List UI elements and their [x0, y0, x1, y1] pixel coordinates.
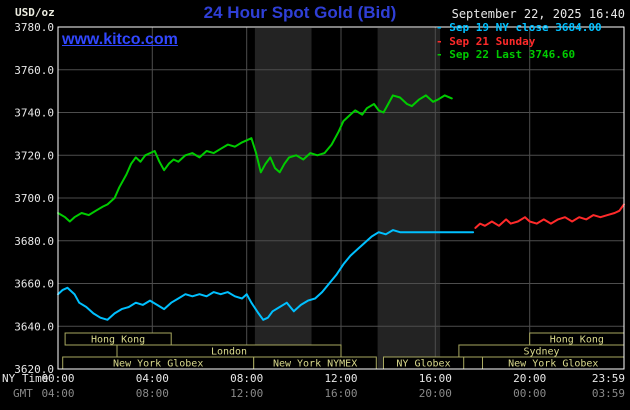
legend-item: - Sep 19 NY close 3684.00: [436, 21, 602, 34]
y-axis-tick-label: 3700.0: [14, 192, 54, 205]
price-line-sep19: [57, 229, 475, 321]
x-axis-gmt-tick-label: 04:00: [41, 387, 74, 400]
market-session-label: Hong Kong: [91, 335, 145, 346]
x-axis-ny-time-label: NY Time: [2, 372, 49, 385]
x-axis-ny-tick-label: 20:00: [513, 372, 546, 385]
x-axis-ny-tick-label: 00:00: [41, 372, 74, 385]
legend-item: - Sep 21 Sunday: [436, 34, 536, 48]
x-axis-ny-tick-label: 23:59: [592, 372, 625, 385]
y-axis-tick-label: 3780.0: [14, 21, 54, 34]
x-axis-gmt-tick-label: 16:00: [324, 387, 357, 400]
x-axis-ny-tick-label: 04:00: [136, 372, 169, 385]
x-axis-ny-tick-label: 08:00: [230, 372, 263, 385]
x-axis-gmt-tick-label: 08:00: [136, 387, 169, 400]
market-session-label: New York Globex: [113, 359, 203, 370]
legend-item: - Sep 22 Last 3746.60: [436, 48, 576, 61]
market-session-label: NY Globex: [396, 359, 450, 370]
y-axis-tick-label: 3720.0: [14, 149, 54, 162]
chart-datetime: September 22, 2025 16:40: [451, 7, 625, 21]
y-axis-tick-label: 3620.0: [14, 363, 54, 376]
market-session-label: New York NYMEX: [273, 359, 357, 370]
market-session-label: London: [211, 347, 247, 358]
x-axis-ny-tick-label: 12:00: [324, 372, 357, 385]
market-session-label: Sydney: [523, 347, 559, 358]
y-axis-tick-label: 3740.0: [14, 107, 54, 120]
kitco-watermark-link[interactable]: www.kitco.com: [62, 31, 178, 48]
market-session-label: Hong Kong: [550, 335, 604, 346]
y-axis-unit-label: USD/oz: [15, 6, 55, 19]
price-line-sep22: [57, 94, 453, 223]
y-axis-tick-label: 3640.0: [14, 320, 54, 333]
chart-legend: - Sep 19 NY close 3684.00- Sep 21 Sunday…: [436, 21, 602, 62]
chart-title: 24 Hour Spot Gold (Bid): [203, 3, 397, 22]
price-line-sep21: [474, 203, 625, 229]
y-axis-tick-label: 3760.0: [14, 64, 54, 77]
x-axis-gmt-tick-label: 20:00: [419, 387, 452, 400]
x-axis-gmt-label: GMT: [13, 387, 33, 400]
x-axis-gmt-tick-label: 12:00: [230, 387, 263, 400]
x-axis-gmt-tick-label: 03:59: [592, 387, 625, 400]
market-session-label: New York Globex: [508, 359, 598, 370]
y-axis-tick-label: 3680.0: [14, 235, 54, 248]
x-axis-gmt-tick-label: 00:00: [513, 387, 546, 400]
y-axis-tick-label: 3660.0: [14, 278, 54, 291]
plot-border: [57, 26, 625, 370]
x-axis-ny-tick-label: 16:00: [419, 372, 452, 385]
